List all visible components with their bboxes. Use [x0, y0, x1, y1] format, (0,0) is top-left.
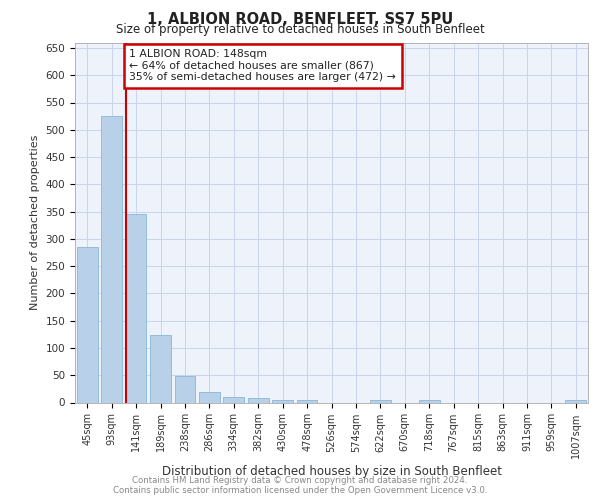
X-axis label: Distribution of detached houses by size in South Benfleet: Distribution of detached houses by size …	[161, 464, 502, 477]
Text: 1, ALBION ROAD, BENFLEET, SS7 5PU: 1, ALBION ROAD, BENFLEET, SS7 5PU	[147, 12, 453, 28]
Bar	[125, 214, 146, 402]
Bar	[150, 336, 171, 402]
Text: Contains public sector information licensed under the Open Government Licence v3: Contains public sector information licen…	[113, 486, 487, 495]
Bar	[272, 400, 293, 402]
Bar	[296, 400, 317, 402]
Bar	[223, 397, 244, 402]
Bar	[565, 400, 586, 402]
Bar	[175, 376, 196, 402]
Bar	[370, 400, 391, 402]
Y-axis label: Number of detached properties: Number of detached properties	[30, 135, 40, 310]
Text: Size of property relative to detached houses in South Benfleet: Size of property relative to detached ho…	[116, 22, 484, 36]
Text: 1 ALBION ROAD: 148sqm
← 64% of detached houses are smaller (867)
35% of semi-det: 1 ALBION ROAD: 148sqm ← 64% of detached …	[130, 49, 396, 82]
Bar	[77, 247, 98, 402]
Bar	[101, 116, 122, 403]
Bar	[248, 398, 269, 402]
Text: Contains HM Land Registry data © Crown copyright and database right 2024.: Contains HM Land Registry data © Crown c…	[132, 476, 468, 485]
Bar	[199, 392, 220, 402]
Bar	[419, 400, 440, 402]
